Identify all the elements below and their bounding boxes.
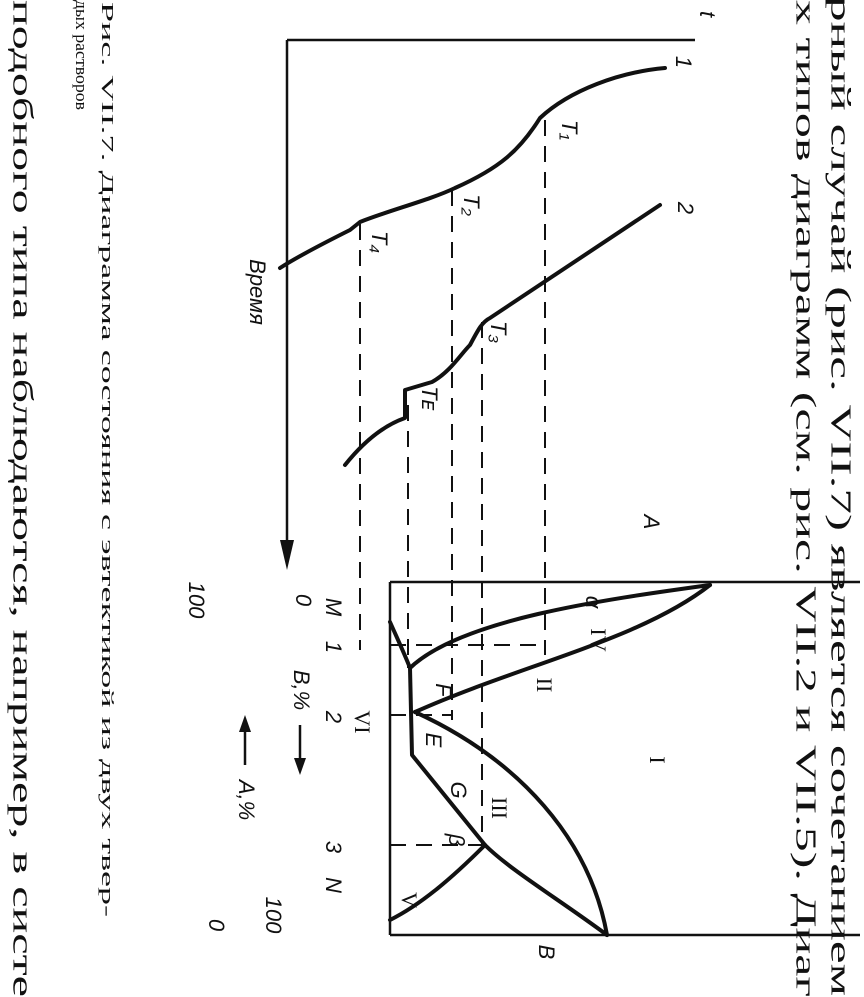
corner-label: M xyxy=(321,598,346,617)
composition-label: 1 xyxy=(321,641,346,653)
point-label: T₂ xyxy=(459,194,484,216)
corner-label: N xyxy=(321,877,346,893)
axis-label: t xyxy=(695,11,720,18)
region-label: I xyxy=(645,756,670,763)
corner-label: B xyxy=(534,945,559,960)
point-label: T₃ xyxy=(486,321,511,343)
axis-label: B,% xyxy=(289,670,314,710)
liquidus xyxy=(413,710,609,937)
solvus xyxy=(388,620,412,670)
solidus xyxy=(483,843,609,937)
caption-line: дых растворов xyxy=(72,0,91,110)
cooling-curve xyxy=(343,203,662,467)
body-line: подобного типа наблюдаются, например, в … xyxy=(6,0,38,997)
point-label: T₄ xyxy=(367,231,392,253)
region-label: II xyxy=(532,678,557,693)
curve-label: 2 xyxy=(673,201,698,214)
axis-start: 100 xyxy=(184,582,209,619)
liquidus xyxy=(413,583,712,714)
region-label: VI xyxy=(350,710,375,733)
axis-end: 0 xyxy=(204,919,229,932)
axis-arrow xyxy=(239,715,251,732)
region-label: V xyxy=(397,892,422,908)
phase-label: α xyxy=(581,596,606,610)
region-label: IV xyxy=(586,628,611,651)
composition-label: 3 xyxy=(321,841,346,854)
axis-arrow xyxy=(294,758,306,775)
axis-end: 100 xyxy=(261,897,286,934)
curve-label: 1 xyxy=(671,56,696,68)
axis-label: A,% xyxy=(234,778,259,820)
point-label: Tᴇ xyxy=(417,386,442,410)
point-label: F xyxy=(431,683,456,698)
phase-label: β xyxy=(444,833,469,847)
region-label: III xyxy=(487,797,512,819)
solidus xyxy=(408,583,712,670)
caption-line: Рис. VII.7. Диаграмма состояния с эвтект… xyxy=(98,2,117,918)
time-label: Время xyxy=(245,259,270,325)
point-label: T₁ xyxy=(557,120,582,140)
point-label: G xyxy=(446,781,471,798)
cooling-curve xyxy=(278,66,667,270)
point-label: E xyxy=(421,733,446,748)
body-line: х типов диаграмм (см. рис. VII.2 и VII.5… xyxy=(789,0,821,997)
solvus xyxy=(388,843,487,922)
composition-label: 2 xyxy=(321,710,346,723)
axis-start: 0 xyxy=(291,594,316,607)
eutectic-line xyxy=(408,666,487,847)
body-line: рный случай (рис. VII.7) является сочета… xyxy=(824,0,856,996)
axis-arrow xyxy=(280,540,294,570)
corner-label: A xyxy=(639,513,664,530)
